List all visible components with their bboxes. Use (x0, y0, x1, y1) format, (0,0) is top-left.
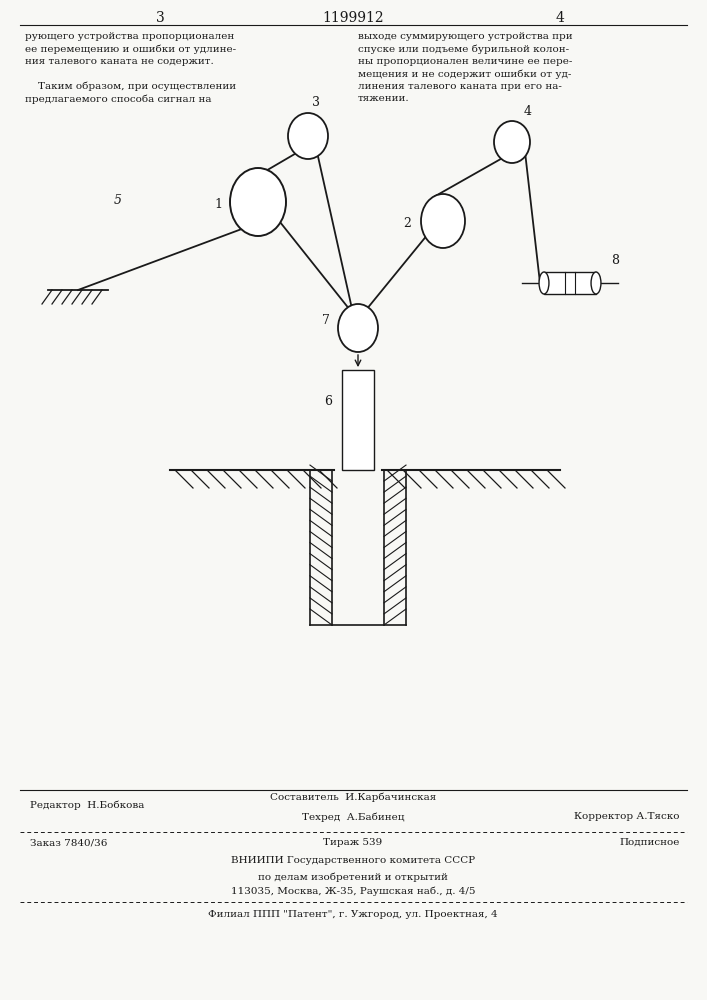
Ellipse shape (539, 272, 549, 294)
Text: 1199912: 1199912 (322, 11, 384, 25)
Text: 7: 7 (322, 314, 330, 327)
Text: рующего устройства пропорционален
ее перемещению и ошибки от удлине-
ния талевог: рующего устройства пропорционален ее пер… (25, 32, 236, 104)
Text: 6: 6 (324, 395, 332, 408)
Text: 2: 2 (403, 217, 411, 230)
Ellipse shape (494, 121, 530, 163)
Ellipse shape (230, 168, 286, 236)
Text: 5: 5 (114, 194, 122, 207)
Text: выходе суммирующего устройства при
спуске или подъеме бурильной колон-
ны пропор: выходе суммирующего устройства при спуск… (358, 32, 573, 103)
Text: 3: 3 (312, 96, 320, 109)
Text: Корректор А.Тяско: Корректор А.Тяско (575, 812, 680, 821)
Ellipse shape (591, 272, 601, 294)
Text: по делам изобретений и открытий: по делам изобретений и открытий (258, 872, 448, 882)
Ellipse shape (288, 113, 328, 159)
Text: Заказ 7840/36: Заказ 7840/36 (30, 838, 107, 847)
Text: 113035, Москва, Ж-35, Раушская наб., д. 4/5: 113035, Москва, Ж-35, Раушская наб., д. … (230, 887, 475, 896)
Text: Тираж 539: Тираж 539 (323, 838, 382, 847)
Text: Техред  А.Бабинец: Техред А.Бабинец (302, 812, 404, 822)
Text: Филиал ППП "Патент", г. Ужгород, ул. Проектная, 4: Филиал ППП "Патент", г. Ужгород, ул. Про… (208, 910, 498, 919)
Text: Составитель  И.Карбачинская: Составитель И.Карбачинская (270, 792, 436, 802)
Bar (544, 272, 596, 294)
Text: ВНИИПИ Государственного комитета СССР: ВНИИПИ Государственного комитета СССР (231, 856, 475, 865)
Text: 4: 4 (524, 105, 532, 118)
Text: Редактор  Н.Бобкова: Редактор Н.Бобкова (30, 800, 144, 810)
Text: 4: 4 (556, 11, 564, 25)
Text: 8: 8 (611, 254, 619, 267)
Ellipse shape (338, 304, 378, 352)
Text: 3: 3 (156, 11, 164, 25)
Ellipse shape (421, 194, 465, 248)
Text: Подписное: Подписное (619, 838, 680, 847)
Text: 1: 1 (214, 198, 222, 211)
Bar (342, 370, 374, 470)
